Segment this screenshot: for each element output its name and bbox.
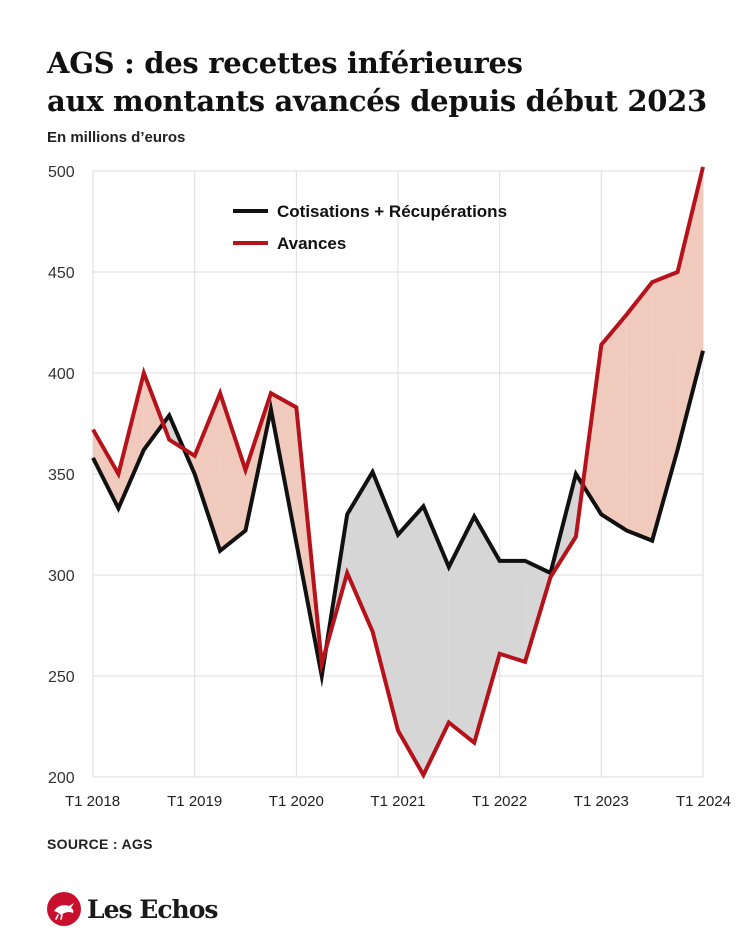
legend: Cotisations + Récupérations Avances xyxy=(233,202,507,253)
chart-title-line-2: aux montants avancés depuis début 2023 xyxy=(47,84,707,118)
chart-title: AGS : des recettes inférieures aux monta… xyxy=(47,44,707,120)
difference-area xyxy=(93,429,119,509)
difference-area xyxy=(652,272,678,541)
y-tick-label: 400 xyxy=(48,366,75,383)
brand-name: Les Echos xyxy=(87,894,218,924)
les-echos-logo: Les Echos xyxy=(47,892,218,926)
x-tick-label: T1 2018 xyxy=(65,793,120,810)
difference-area xyxy=(677,166,703,450)
x-tick-label: T1 2019 xyxy=(167,793,222,810)
x-tick-label: T1 2023 xyxy=(574,793,629,810)
chart-title-line-1: AGS : des recettes inférieures xyxy=(47,46,523,80)
x-tick-label: T1 2021 xyxy=(370,793,425,810)
source-note: SOURCE : AGS xyxy=(47,836,153,852)
y-tick-label: 450 xyxy=(48,265,75,282)
line-chart: 200 250 300 350 400 450 500 T1 2018 T1 2019 T1 20… xyxy=(48,164,731,810)
y-tick-label: 350 xyxy=(48,467,75,484)
difference-area xyxy=(118,373,144,509)
legend-cotisations-recuperations-label: Cotisations + Récupérations xyxy=(277,202,507,221)
difference-area xyxy=(220,393,246,551)
difference-area xyxy=(474,516,500,743)
series-lines xyxy=(91,166,705,780)
x-tick-label: T1 2022 xyxy=(472,793,527,810)
difference-area xyxy=(499,560,526,662)
y-tick-label: 500 xyxy=(48,164,75,181)
difference-area xyxy=(143,373,164,450)
chart-unit-label: En millions d’euros xyxy=(47,129,186,146)
y-tick-label: 250 xyxy=(48,669,75,686)
y-tick-label: 300 xyxy=(48,568,75,585)
difference-area xyxy=(626,282,653,541)
avances-line xyxy=(91,166,705,780)
difference-area xyxy=(398,506,424,775)
difference-area xyxy=(448,516,475,743)
les-echos-emblem-icon xyxy=(47,892,81,926)
y-tick-label: 200 xyxy=(48,770,75,787)
legend-avances-label: Avances xyxy=(277,234,346,253)
x-tick-label: T1 2020 xyxy=(269,793,324,810)
difference-area xyxy=(601,314,627,531)
axis-labels: 200 250 300 350 400 450 500 T1 2018 T1 2019 T1 20… xyxy=(48,164,731,810)
difference-area xyxy=(347,471,373,632)
difference-area xyxy=(194,393,221,551)
difference-area xyxy=(372,471,398,731)
difference-area xyxy=(423,506,449,775)
cotisations-recuperations-line xyxy=(91,350,705,688)
x-tick-label: T1 2024 xyxy=(676,793,731,810)
